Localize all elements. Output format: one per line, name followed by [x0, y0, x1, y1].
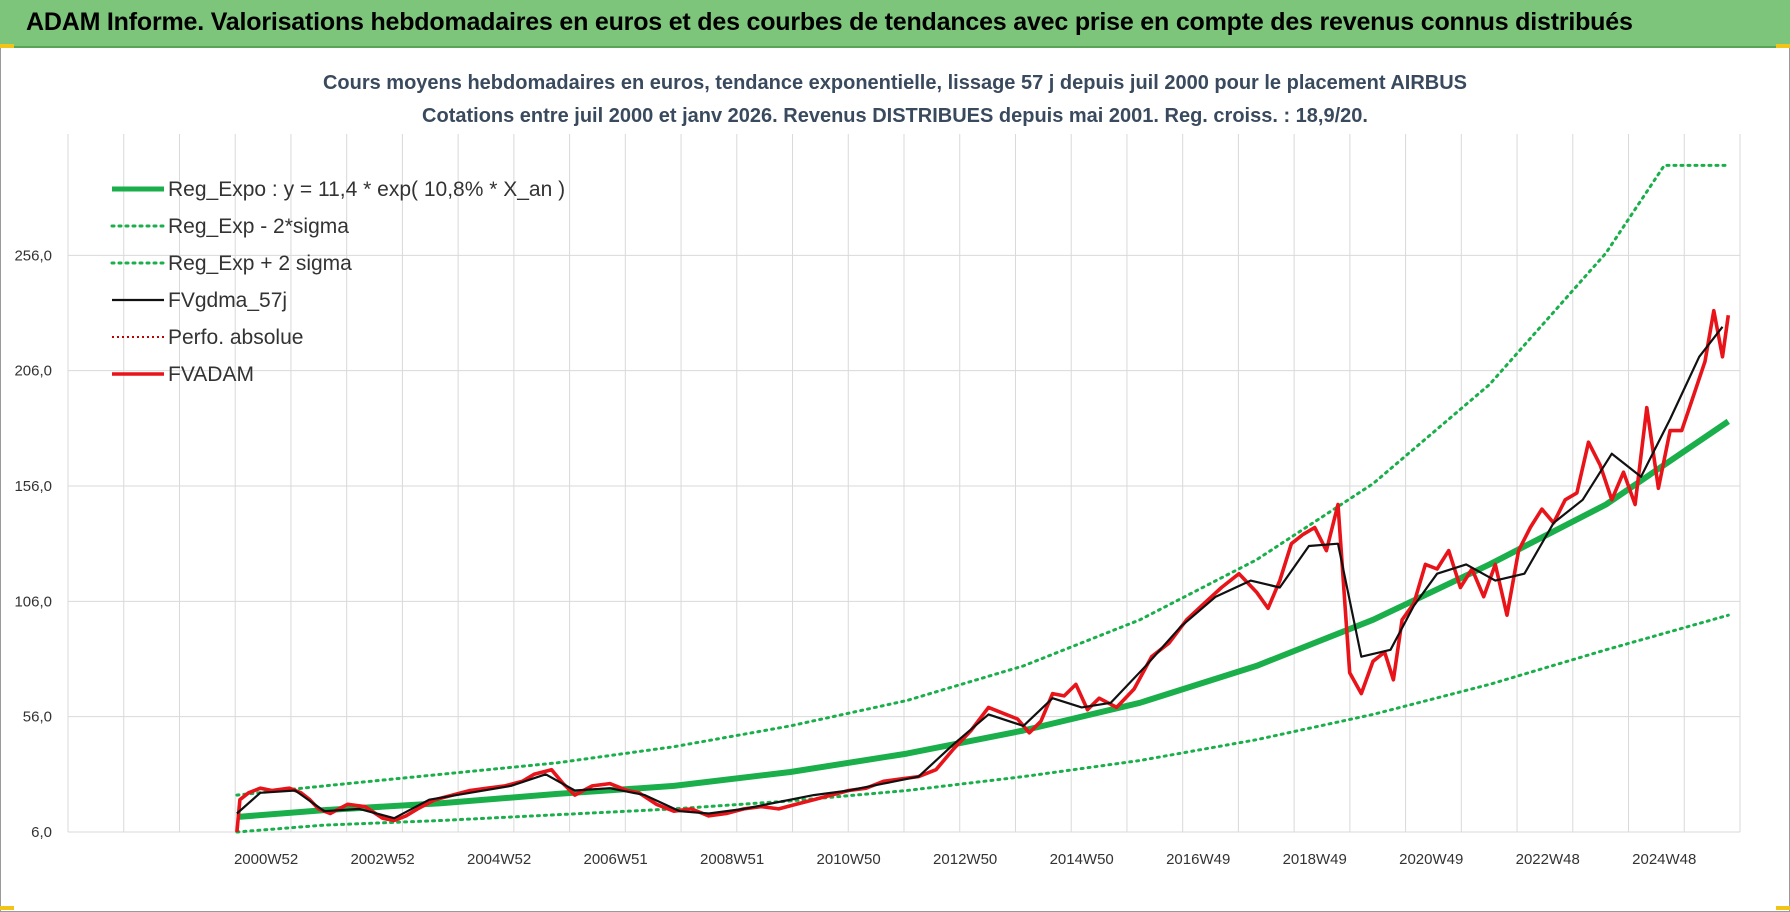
x-tick-label: 2016W49 [1166, 851, 1230, 868]
x-tick-label: 2006W51 [584, 851, 648, 868]
y-tick-label: 256,0 [14, 247, 52, 264]
y-tick-label: 206,0 [14, 363, 52, 380]
x-tick-label: 2008W51 [700, 851, 764, 868]
series-fvadam [235, 308, 1731, 833]
x-tick-label: 2002W52 [350, 851, 414, 868]
x-tick-label: 2000W52 [234, 851, 298, 868]
corner-mark [1776, 906, 1790, 910]
x-tick-label: 2014W50 [1050, 851, 1114, 868]
legend-label: Reg_Expo : y = 11,4 * exp( 10,8% * X_an … [168, 178, 565, 201]
series-fvgdma-57j [236, 326, 1724, 820]
y-tick-label: 106,0 [14, 593, 52, 610]
corner-mark [0, 906, 14, 910]
x-tick-label: 2018W49 [1283, 851, 1347, 868]
axis-layer: 6,0 56,0 106,0 156,0 206,0 256,0 2000W52 2002W5… [14, 247, 1696, 868]
series-reg-expo [236, 418, 1730, 820]
grid-layer [67, 134, 1741, 833]
x-tick-label: 2020W49 [1399, 851, 1463, 868]
series-reg-exp-plus-2sigma [235, 163, 1730, 797]
legend-label: FVgdma_57j [168, 289, 287, 312]
y-tick-label: 56,0 [23, 709, 52, 726]
chart-title: Cours moyens hebdomadaires en euros, ten… [322, 72, 1468, 94]
x-tick-label: 2024W48 [1632, 851, 1696, 868]
corner-mark [0, 44, 14, 48]
y-tick-label: 6,0 [31, 824, 52, 841]
chart-subtitle: Cotations entre juil 2000 et janv 2026. … [422, 105, 1368, 127]
x-tick-label: 2012W50 [933, 851, 997, 868]
legend-label: Reg_Exp - 2*sigma [168, 215, 349, 238]
series-reg-exp-minus-2sigma [235, 613, 1730, 834]
series-layer [235, 163, 1731, 834]
legend-label: Perfo. absolue [168, 326, 303, 349]
x-tick-label: 2004W52 [467, 851, 531, 868]
legend: Reg_Expo : y = 11,4 * exp( 10,8% * X_an … [110, 178, 565, 386]
header-band: ADAM Informe. Valorisations hebdomadaire… [0, 0, 1790, 48]
y-tick-label: 156,0 [14, 478, 52, 495]
corner-mark [1776, 44, 1790, 48]
legend-label: Reg_Exp + 2 sigma [168, 252, 352, 275]
x-tick-label: 2010W50 [817, 851, 881, 868]
header-title: ADAM Informe. Valorisations hebdomadaire… [26, 8, 1633, 36]
legend-label: FVADAM [168, 363, 254, 386]
x-tick-label: 2022W48 [1516, 851, 1580, 868]
